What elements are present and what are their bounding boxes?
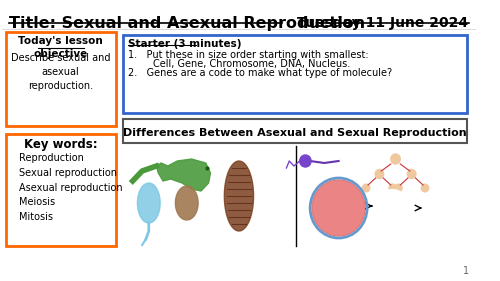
- Circle shape: [362, 184, 370, 192]
- Polygon shape: [224, 161, 254, 231]
- Polygon shape: [156, 159, 210, 191]
- Text: Title: Sexual and Asexual Reproduction: Title: Sexual and Asexual Reproduction: [10, 16, 366, 31]
- Circle shape: [300, 155, 311, 167]
- Text: 1.   Put these in size order starting with smallest:: 1. Put these in size order starting with…: [128, 50, 368, 60]
- Circle shape: [389, 184, 396, 192]
- Circle shape: [423, 195, 448, 221]
- Polygon shape: [176, 186, 198, 220]
- FancyBboxPatch shape: [6, 134, 116, 246]
- Circle shape: [394, 184, 402, 192]
- Text: Today's lesson
objective: Today's lesson objective: [18, 36, 103, 59]
- Circle shape: [391, 154, 400, 164]
- Text: Differences Between Asexual and Sexual Reproduction: Differences Between Asexual and Sexual R…: [123, 128, 467, 138]
- Circle shape: [312, 180, 365, 236]
- Text: Key words:: Key words:: [24, 138, 98, 151]
- Text: Starter (3 minutes): Starter (3 minutes): [128, 39, 242, 49]
- FancyBboxPatch shape: [123, 35, 466, 113]
- Circle shape: [421, 184, 429, 192]
- Polygon shape: [138, 183, 160, 223]
- Text: Cell, Gene, Chromosome, DNA, Nucleus.: Cell, Gene, Chromosome, DNA, Nucleus.: [128, 59, 350, 69]
- Text: 1: 1: [462, 266, 468, 276]
- Text: Describe sexual and
asexual
reproduction.: Describe sexual and asexual reproduction…: [11, 53, 110, 91]
- Text: Reproduction
Sexual reproduction
Asexual reproduction
Meiosis
Mitosis: Reproduction Sexual reproduction Asexual…: [19, 153, 122, 222]
- FancyBboxPatch shape: [123, 119, 466, 143]
- Text: 2.   Genes are a code to make what type of molecule?: 2. Genes are a code to make what type of…: [128, 68, 392, 78]
- Circle shape: [378, 190, 408, 222]
- Text: Tuesday 11 June 2024: Tuesday 11 June 2024: [298, 16, 468, 30]
- FancyBboxPatch shape: [6, 32, 116, 126]
- Circle shape: [408, 169, 416, 178]
- Circle shape: [375, 169, 384, 178]
